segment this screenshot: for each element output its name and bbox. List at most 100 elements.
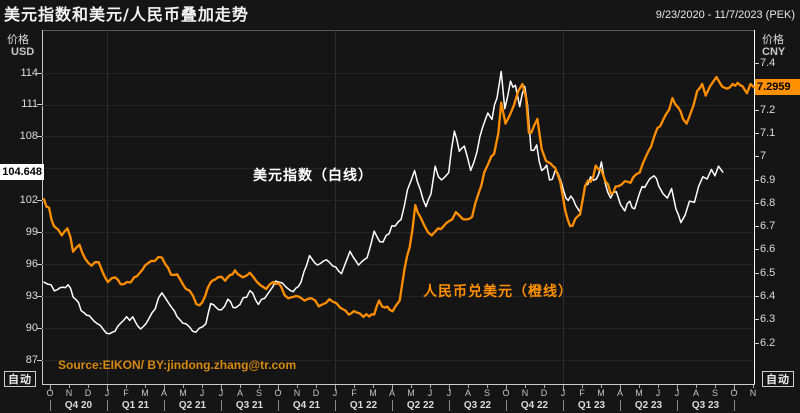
month-letter: M <box>179 388 187 398</box>
left-tick-mark <box>37 296 42 297</box>
quarter-label: Q3 21 <box>235 400 264 411</box>
right-tick-label: 6.2 <box>760 337 776 349</box>
quarter-label: Q1 21 <box>121 400 150 411</box>
month-tick <box>696 385 697 388</box>
left-tick-label: 108 <box>19 130 38 142</box>
quarter-separator <box>278 400 279 411</box>
left-tick-label: 90 <box>25 322 38 334</box>
month-tick <box>715 385 716 388</box>
left-tick-mark <box>37 264 42 265</box>
month-letter: J <box>199 388 205 398</box>
auto-scale-button-left[interactable]: 自动 <box>4 371 36 387</box>
quarter-separator <box>221 400 222 411</box>
quarter-separator <box>107 400 108 411</box>
quarter-label: Q4 20 <box>64 400 93 411</box>
auto-scale-button-right[interactable]: 自动 <box>762 371 794 387</box>
month-letter: M <box>597 388 605 398</box>
usd-index-line <box>43 70 724 335</box>
month-letter: M <box>407 388 415 398</box>
month-tick <box>335 385 336 391</box>
left-tick-mark <box>37 328 42 329</box>
quarter-label: Q4 22 <box>520 400 549 411</box>
month-tick <box>69 385 70 388</box>
left-axis-caption: 价格 <box>7 34 29 46</box>
left-axis-line <box>42 30 43 385</box>
month-letter: D <box>84 388 92 398</box>
chart-title: 美元指数和美元/人民币叠加走势 <box>4 5 249 24</box>
right-tick-label: 7.2 <box>760 104 776 116</box>
month-tick <box>430 385 431 388</box>
h-gridline <box>42 72 754 74</box>
right-tick-label: 6.4 <box>760 290 776 302</box>
quarter-separator <box>392 400 393 411</box>
month-tick <box>620 385 621 391</box>
month-letter: F <box>123 388 129 398</box>
year-gridline <box>335 30 336 384</box>
h-gridline <box>42 232 754 234</box>
quarter-label: Q2 22 <box>406 400 435 411</box>
left-tick-mark <box>37 136 42 137</box>
month-tick <box>487 385 488 388</box>
right-tick-mark <box>754 110 759 111</box>
h-gridline <box>42 136 754 138</box>
month-letter: J <box>655 388 661 398</box>
month-letter: O <box>46 388 54 398</box>
month-letter: J <box>674 388 680 398</box>
left-tick-label: 93 <box>25 290 38 302</box>
right-tick-mark <box>754 180 759 181</box>
month-tick <box>734 385 735 391</box>
quarter-label: Q1 23 <box>577 400 606 411</box>
month-tick <box>50 385 51 391</box>
h-gridline <box>42 327 754 329</box>
month-tick <box>506 385 507 391</box>
h-gridline <box>42 104 754 106</box>
month-letter: M <box>141 388 149 398</box>
month-tick <box>373 385 374 388</box>
month-tick <box>677 385 678 391</box>
month-letter: F <box>579 388 585 398</box>
right-tick-label: 6.5 <box>760 267 776 279</box>
quarter-separator <box>563 400 564 411</box>
right-tick-label: 6.8 <box>760 197 776 209</box>
h-gridline <box>42 359 754 361</box>
month-tick <box>145 385 146 388</box>
quarter-separator <box>620 400 621 411</box>
month-tick <box>601 385 602 388</box>
month-tick <box>107 385 108 391</box>
month-tick <box>658 385 659 388</box>
left-tick-mark <box>37 104 42 105</box>
right-tick-label: 7 <box>760 150 767 162</box>
left-tick-label: 96 <box>25 258 38 270</box>
month-tick <box>525 385 526 388</box>
month-tick <box>297 385 298 388</box>
right-tick-mark <box>754 296 759 297</box>
h-gridline <box>42 264 754 266</box>
quarter-separator <box>50 400 51 411</box>
month-tick <box>240 385 241 388</box>
month-letter: J <box>332 388 338 398</box>
usdcny-line <box>42 75 756 319</box>
month-letter: S <box>711 388 718 398</box>
quarter-separator <box>734 400 735 411</box>
month-tick <box>354 385 355 388</box>
h-gridline <box>42 168 754 170</box>
left-tick-label: 111 <box>21 98 38 110</box>
month-letter: D <box>540 388 548 398</box>
last-price-badge-cny: 7.2959 <box>755 79 800 95</box>
month-letter: O <box>502 388 510 398</box>
month-letter: N <box>749 388 757 398</box>
right-tick-mark <box>754 343 759 344</box>
quarter-separator <box>506 400 507 411</box>
month-tick <box>563 385 564 391</box>
month-tick <box>544 385 545 388</box>
quarter-separator <box>677 400 678 411</box>
month-tick <box>183 385 184 388</box>
orange-line-annotation: 人民币兑美元（橙线） <box>423 283 573 299</box>
left-tick-label: 99 <box>25 226 38 238</box>
month-tick <box>202 385 203 388</box>
quarter-separator <box>449 400 450 411</box>
right-tick-mark <box>754 156 759 157</box>
left-tick-mark <box>37 73 42 74</box>
plot-area[interactable] <box>42 30 756 384</box>
quarter-label: Q3 22 <box>463 400 492 411</box>
